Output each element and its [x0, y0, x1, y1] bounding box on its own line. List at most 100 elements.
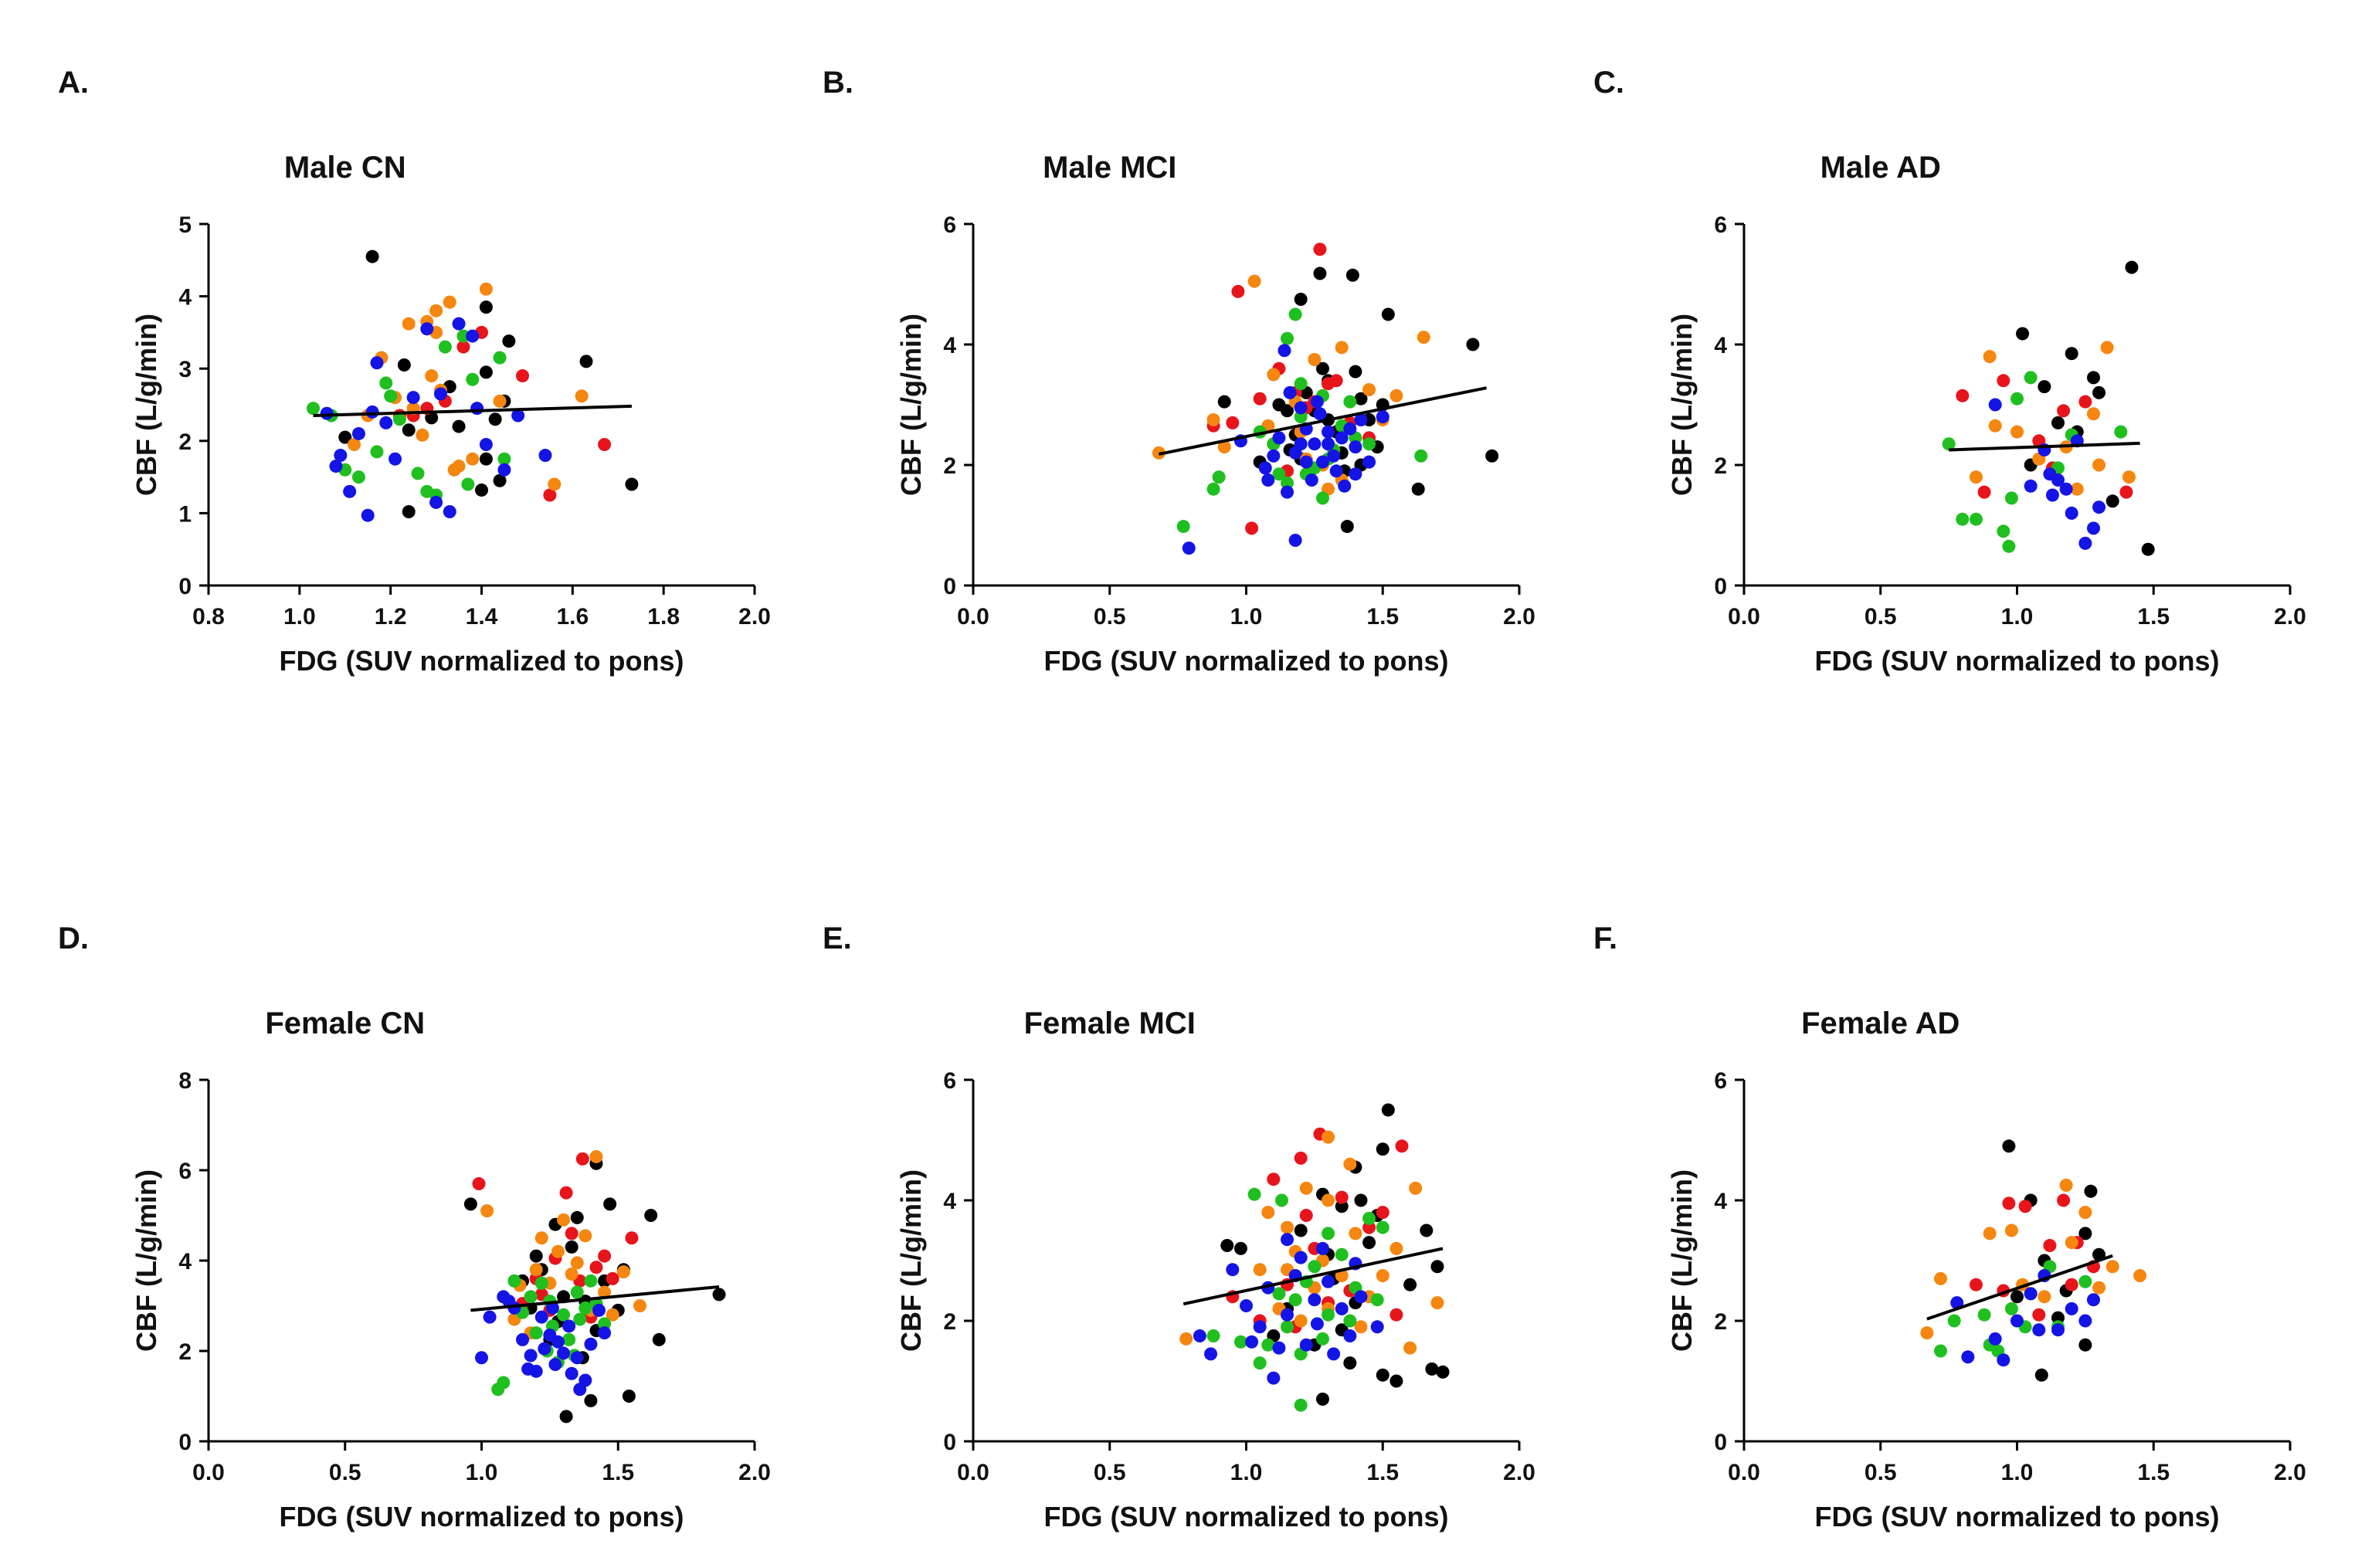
data-point-green — [1212, 470, 1226, 484]
data-point-red — [598, 437, 612, 451]
data-point-blue — [497, 463, 511, 477]
x-tick-label: 2.0 — [1503, 1460, 1535, 1485]
x-tick-label: 1.0 — [1230, 604, 1263, 630]
y-tick-label: 4 — [943, 333, 956, 358]
y-tick-label: 1 — [178, 501, 192, 527]
data-point-blue — [2051, 473, 2065, 487]
data-point-black — [1430, 1260, 1444, 1274]
data-point-orange — [1299, 1181, 1313, 1195]
data-point-blue — [551, 1335, 565, 1349]
regression-line — [1158, 386, 1487, 456]
data-point-green — [1322, 1308, 1335, 1322]
chart-title: Female AD — [1801, 1006, 1960, 1040]
chart-panel-d: D. Female CN 0.0 0.5 1.0 1.5 2.0 0 2 4 6 8 FDG (SUV … — [58, 921, 771, 1532]
data-point-orange — [551, 1244, 565, 1258]
data-point-orange — [2010, 425, 2024, 439]
data-point-orange — [1988, 419, 2002, 433]
data-point-green — [1247, 1187, 1261, 1201]
data-point-blue — [570, 1351, 584, 1365]
data-point-orange — [1354, 1320, 1368, 1334]
data-point-black — [479, 300, 493, 314]
data-point-blue — [538, 1342, 551, 1356]
y-tick-label: 6 — [943, 212, 956, 238]
data-point-red — [1997, 374, 2010, 388]
regression-line — [1182, 1247, 1444, 1306]
y-axis-title: CBF (L/g/min) — [895, 1169, 927, 1352]
y-tick-label: 2 — [1714, 1309, 1727, 1335]
data-point-black — [1315, 1392, 1329, 1406]
data-point-orange — [466, 452, 480, 466]
data-point-black — [1272, 398, 1286, 412]
y-tick-label: 8 — [178, 1068, 192, 1094]
data-point-black — [1217, 395, 1231, 409]
data-point-orange — [425, 369, 439, 383]
data-point-green — [1322, 1227, 1335, 1240]
data-point-green — [1261, 1338, 1275, 1352]
data-point-green — [1370, 1293, 1384, 1307]
data-point-blue — [2086, 1293, 2100, 1307]
y-tick-label: 4 — [178, 1249, 192, 1274]
chart-title: Male AD — [1820, 151, 1941, 185]
data-point-blue — [1294, 1251, 1308, 1264]
data-point-blue — [1226, 1263, 1240, 1277]
data-point-blue — [1253, 1320, 1267, 1334]
data-point-green — [1288, 1293, 1302, 1307]
chart-panel-a: A. Male CN 0.8 1.0 1.2 1.4 1.6 1.8 2.0 0 1 2 3 4 5 FDG … — [58, 66, 771, 677]
x-tick-label: 2.0 — [738, 1460, 771, 1485]
data-point-green — [1274, 1193, 1288, 1207]
y-tick-label: 0 — [1714, 574, 1727, 599]
x-tick-label: 0.0 — [1728, 604, 1760, 630]
data-point-blue — [1338, 479, 1352, 493]
y-tick-label: 2 — [943, 1309, 956, 1335]
data-point-blue — [1272, 431, 1286, 445]
data-point-red — [2032, 1308, 2046, 1322]
panel-letter: C. — [1593, 66, 1624, 100]
data-point-orange — [1376, 1269, 1389, 1282]
series-blue — [1950, 1269, 2100, 1367]
data-point-black — [1381, 1103, 1395, 1117]
y-tick-label: 0 — [178, 574, 192, 599]
x-axis-title: FDG (SUV normalized to pons) — [279, 645, 684, 677]
series-orange — [1152, 274, 1430, 496]
data-point-orange — [1206, 413, 1220, 426]
regression-line — [313, 404, 632, 418]
data-point-black — [479, 452, 493, 466]
data-point-blue — [1299, 455, 1313, 469]
data-point-blue — [1258, 461, 1272, 475]
data-point-blue — [1343, 1329, 1357, 1342]
data-point-blue — [2092, 501, 2106, 514]
data-point-red — [1389, 1308, 1403, 1322]
data-point-green — [1253, 1356, 1267, 1370]
data-point-blue — [466, 329, 480, 343]
data-point-orange — [2070, 482, 2084, 496]
data-point-green — [579, 1301, 592, 1315]
data-point-green — [1294, 1398, 1308, 1412]
data-point-black — [2078, 1227, 2092, 1240]
data-point-blue — [1267, 449, 1281, 463]
x-tick-label: 0.0 — [1728, 1460, 1760, 1485]
data-point-orange — [1335, 341, 1349, 355]
data-point-orange — [1983, 350, 1997, 364]
chart-title: Male CN — [284, 151, 406, 185]
y-tick-label: 6 — [1714, 1068, 1727, 1094]
data-point-green — [2004, 1302, 2018, 1315]
data-point-black — [1294, 1224, 1308, 1237]
x-tick-label: 1.0 — [466, 1460, 498, 1485]
data-point-blue — [2086, 521, 2100, 535]
data-point-blue — [1272, 1341, 1286, 1355]
data-point-green — [351, 470, 365, 484]
data-point-green — [1294, 410, 1308, 424]
data-point-blue — [334, 449, 348, 463]
data-point-blue — [538, 449, 552, 463]
data-point-blue — [598, 1326, 612, 1340]
y-axis-title: CBF (L/g/min) — [1666, 1169, 1698, 1352]
data-point-green — [2010, 392, 2024, 406]
panel-letter: A. — [58, 66, 89, 100]
data-point-black — [625, 477, 639, 491]
data-point-black — [1425, 1362, 1439, 1376]
data-point-blue — [343, 484, 357, 498]
x-tick-label: 1.8 — [647, 604, 680, 630]
x-tick-label: 1.5 — [2137, 604, 2170, 630]
data-point-green — [1956, 512, 1970, 526]
data-point-blue — [329, 460, 343, 473]
